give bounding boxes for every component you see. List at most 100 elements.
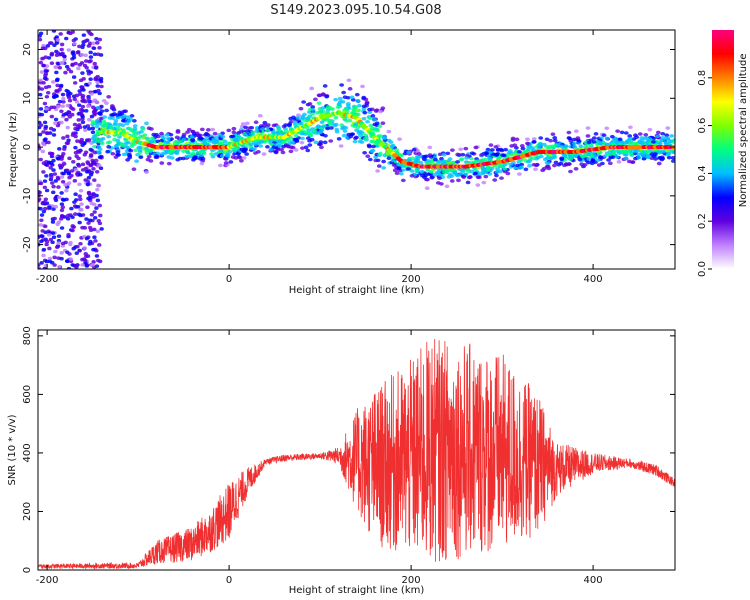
- spectrogram-cell: [95, 132, 100, 136]
- spectrogram-cell: [262, 120, 268, 125]
- spectrogram-panel: -200 0 200 400 20 10 0 -10 -20 Height of straig…: [8, 29, 676, 296]
- spectrogram-cell: [438, 173, 443, 177]
- spectrogram-cell: [377, 124, 383, 128]
- spectrogram-cell: [180, 156, 186, 161]
- spectrogram-cell: [609, 134, 615, 139]
- spectrogram-cell: [493, 153, 499, 157]
- snr-x-ticks: -200 0 200 400: [36, 330, 603, 586]
- spectrogram-cell: [361, 116, 367, 121]
- spectrogram-cell: [65, 103, 70, 108]
- spectrogram-cell: [95, 106, 101, 110]
- spectrogram-cell: [614, 140, 620, 145]
- spectrogram-cell: [274, 142, 279, 147]
- spectrogram-cell: [294, 138, 300, 143]
- spectrogram-cell: [40, 149, 46, 154]
- spectrogram-cell: [65, 168, 70, 173]
- spectrogram-cell: [144, 170, 149, 174]
- spectrogram-cell: [48, 126, 54, 131]
- spectrogram-cell: [73, 168, 78, 172]
- spectrogram-cell: [125, 158, 131, 162]
- spectrogram-cell: [78, 107, 84, 112]
- spectrogram-cell: [84, 236, 90, 241]
- spectrogram-cell: [92, 61, 97, 66]
- spectrogram-cell: [38, 223, 43, 227]
- spectrogram-cell: [44, 106, 49, 111]
- spectrogram-cell: [469, 151, 475, 155]
- spectrogram-cell: [66, 48, 72, 52]
- spectrogram-cell: [305, 136, 311, 141]
- spectrogram-cell: [573, 129, 579, 133]
- colorbar: 0.0 0.2 0.4 0.6 0.8 Normalized spectral ampl…: [697, 30, 749, 277]
- spectrogram-cell: [88, 172, 94, 177]
- spectrogram-cell: [428, 170, 434, 174]
- spectrogram-cell: [538, 136, 544, 140]
- spectrogram-cell: [72, 179, 78, 183]
- spectrogram-cell: [628, 152, 634, 157]
- spectrogram-cell: [64, 88, 69, 93]
- spectrogram-cell: [429, 175, 435, 180]
- spectrogram-cell: [479, 153, 485, 157]
- spectrogram-cell: [138, 155, 144, 160]
- spectrogram-cell: [313, 140, 319, 145]
- spectrogram-cell: [381, 166, 387, 170]
- spectrogram-cell: [52, 105, 57, 110]
- spectrogram-cell: [59, 191, 64, 195]
- spectrogram-cell: [65, 125, 70, 130]
- spectrogram-cell: [623, 140, 629, 145]
- spectrogram-cell: [342, 129, 348, 133]
- spectrogram-cell: [558, 161, 564, 166]
- spectrogram-cell: [164, 133, 170, 137]
- spectrogram-cell: [217, 141, 223, 145]
- spectrogram-cell: [97, 111, 103, 115]
- spectrogram-cell: [378, 109, 383, 114]
- spectrogram-cell: [66, 266, 72, 269]
- spectrogram-cell: [526, 147, 531, 151]
- spectrogram-cell: [75, 244, 80, 249]
- spectrogram-cell: [38, 85, 41, 89]
- spectrogram-cell: [73, 126, 78, 131]
- spectrogram-cell: [70, 50, 76, 54]
- spectrogram-cell: [415, 157, 421, 161]
- spectrogram-cell: [47, 205, 52, 210]
- spectrogram-cell: [495, 167, 500, 171]
- spectrogram-cell: [64, 117, 69, 122]
- spectrogram-cell: [592, 155, 598, 160]
- spectrogram-cell: [296, 119, 302, 123]
- spectrogram-cell: [544, 156, 550, 161]
- spectrogram-cell: [389, 144, 395, 149]
- spectrogram-cell: [92, 210, 97, 214]
- spectrogram-cell: [53, 121, 58, 125]
- spectrogram-cell: [70, 30, 76, 34]
- spectrogram-cell: [51, 235, 57, 240]
- spectrogram-cell: [99, 84, 104, 89]
- spectrogram-cell: [575, 136, 581, 140]
- colorbar-gradient: [712, 30, 734, 269]
- spectrogram-cell: [231, 130, 237, 135]
- spectrogram-cell: [199, 161, 205, 166]
- spectrogram-cell: [77, 220, 82, 225]
- spectrogram-cell: [73, 192, 78, 197]
- spectrogram-cell: [213, 152, 219, 156]
- spectrogram-cell: [276, 139, 282, 144]
- spectrogram-cell: [427, 145, 433, 150]
- spectrogram-cell: [75, 139, 80, 143]
- spectrogram-cell: [92, 52, 98, 57]
- spectrogram-cell: [61, 96, 66, 101]
- spectrogram-cell: [492, 163, 498, 168]
- snr-series-line: [38, 338, 675, 570]
- spectrogram-cell: [334, 127, 340, 132]
- spectrogram-cell: [137, 148, 143, 153]
- spectrogram-cell: [64, 188, 69, 193]
- spectrogram-cell: [77, 63, 83, 67]
- spectrogram-cell: [92, 215, 98, 220]
- spectrogram-cell: [50, 220, 56, 224]
- spectrogram-cell: [94, 124, 100, 129]
- spectrogram-cell: [657, 150, 663, 155]
- spectrogram-cell: [241, 156, 247, 160]
- spectrogram-cell: [145, 157, 151, 162]
- spectrogram-cell: [41, 253, 46, 258]
- spectrogram-cell: [95, 84, 100, 88]
- spectrogram-cell: [59, 47, 64, 52]
- spectrogram-cell: [51, 30, 57, 33]
- spectrogram-cell: [330, 107, 335, 111]
